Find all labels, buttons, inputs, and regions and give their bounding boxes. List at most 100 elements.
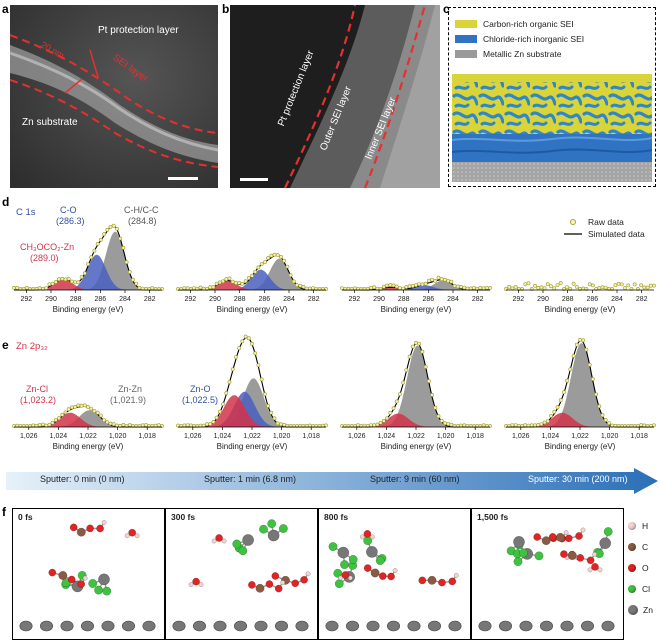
x-tick-label: 1,018 <box>302 433 320 440</box>
atom-h <box>221 538 227 544</box>
raw-data-point <box>545 419 550 424</box>
raw-data-point <box>259 262 264 266</box>
x-tick-label: 292 <box>20 296 32 303</box>
raw-data-point <box>587 362 592 367</box>
raw-data-point <box>562 390 566 395</box>
sei-stack-schematic <box>452 74 652 182</box>
raw-data-point <box>15 286 20 290</box>
atom-zn <box>337 546 350 559</box>
xps-c1s-1min: 292 290 288 286 284 282 Binding energy (eV) <box>176 252 328 314</box>
c1s-title: C 1s <box>16 207 36 218</box>
atom-h <box>305 571 311 577</box>
legend-sim-label: Simulated data <box>588 229 645 239</box>
raw-data-point <box>134 281 139 286</box>
pt-label-a: Pt protection layer <box>98 25 179 36</box>
atom-cl <box>88 579 98 588</box>
legend-cl: Cl <box>628 578 653 599</box>
panel-label-b: b <box>222 2 230 16</box>
x-tick-label: 284 <box>447 296 459 303</box>
atom-h <box>563 530 569 536</box>
peak-zn-cl <box>342 413 490 427</box>
atom-zn-substrate <box>366 620 380 632</box>
raw-data-point <box>89 406 94 411</box>
atom-c <box>427 575 437 585</box>
raw-data-point <box>398 286 402 291</box>
raw-data-point <box>82 403 87 408</box>
h-atom-icon <box>628 521 636 530</box>
raw-data-point <box>632 282 637 287</box>
raw-data-point <box>275 253 280 257</box>
legend-raw-label: Raw data <box>588 217 624 227</box>
raw-data-point <box>369 285 373 290</box>
raw-data-point <box>127 270 132 274</box>
c-atom-icon <box>628 542 636 551</box>
xps-c1s-0min: 292 290 288 286 284 282 Binding energy (eV) <box>12 223 164 314</box>
legend-c-label: C <box>642 541 649 552</box>
raw-data-point <box>594 392 599 397</box>
raw-data-point <box>616 281 621 286</box>
znzn-label: Zn-Zn <box>118 384 143 394</box>
raw-data-point <box>47 422 52 427</box>
raw-data-point <box>555 405 560 410</box>
x-tick-label: 1,024 <box>214 433 232 440</box>
raw-data-point <box>150 286 155 291</box>
raw-data-point <box>571 353 576 358</box>
atom-o <box>341 571 350 579</box>
raw-data-point <box>433 279 438 283</box>
time-0fs: 0 fs <box>18 512 33 522</box>
atom-zn <box>366 546 378 558</box>
raw-data-point <box>224 277 229 282</box>
legend-item-zn: Metallic Zn substrate <box>455 46 584 61</box>
raw-data-point <box>79 403 84 408</box>
atom-h <box>453 572 459 578</box>
atom-c <box>567 551 577 561</box>
raw-data-point <box>574 285 579 289</box>
raw-data-point <box>272 416 277 421</box>
legend-raw: Raw data <box>562 216 645 228</box>
zncl-label: Zn-Cl <box>26 384 48 394</box>
raw-data-point <box>275 421 280 426</box>
xps-c1s-30min: 292 290 288 286 284 282 Binding energy (eV) <box>504 281 656 314</box>
atom-h <box>124 533 130 539</box>
atom-cl <box>534 551 544 561</box>
md-frame <box>471 508 624 640</box>
raw-data-point <box>230 367 235 372</box>
raw-data-point <box>558 398 563 403</box>
raw-data-point <box>282 422 287 427</box>
atom-o <box>96 524 104 533</box>
raw-data-point <box>587 282 592 287</box>
raw-data-point <box>436 414 441 419</box>
x-tick-label: 1,018 <box>138 433 156 440</box>
atom-c <box>555 532 565 542</box>
raw-data-point <box>269 410 274 415</box>
x-tick-label: 1,026 <box>20 433 38 440</box>
atom-o <box>533 533 542 541</box>
raw-data-point <box>182 423 187 428</box>
raw-data-point <box>227 276 232 281</box>
raw-data-point <box>76 280 81 285</box>
raw-data-point <box>478 286 483 290</box>
raw-data-point <box>552 409 557 414</box>
atom-zn-substrate <box>60 620 74 632</box>
raw-data-point <box>523 423 528 428</box>
raw-data-point <box>401 380 406 385</box>
raw-data-point <box>574 342 579 347</box>
time-800fs: 800 fs <box>324 512 349 522</box>
raw-data-point <box>423 365 428 369</box>
raw-data-point <box>446 422 451 426</box>
panel-label-a: a <box>2 2 9 16</box>
raw-data-point <box>105 420 110 425</box>
x-tick-label: 292 <box>512 296 524 303</box>
atom-zn-substrate <box>325 620 339 632</box>
raw-data-point <box>246 276 251 280</box>
x-tick-label: 1,024 <box>378 433 396 440</box>
raw-data-point <box>105 227 110 232</box>
raw-data-point <box>459 284 463 289</box>
raw-data-point <box>340 286 344 291</box>
x-tick-label: 286 <box>422 296 434 303</box>
raw-data-point <box>99 237 103 242</box>
raw-data-point <box>427 379 431 384</box>
raw-data-point <box>471 286 476 290</box>
x-axis-label: Binding energy (eV) <box>217 442 288 451</box>
raw-data-point <box>507 285 512 289</box>
